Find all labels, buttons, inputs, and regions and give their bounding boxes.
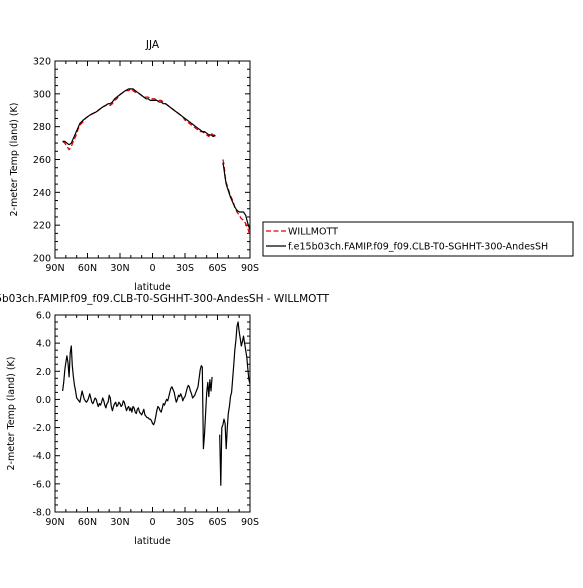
x-tick-label: 60N bbox=[78, 517, 97, 528]
y-tick-label: 220 bbox=[33, 221, 51, 232]
y-tick-label: 240 bbox=[33, 188, 51, 199]
y-tick-label: 200 bbox=[33, 254, 51, 265]
y-tick-label: -6.0 bbox=[32, 479, 51, 490]
legend-label-model: f.e15b03ch.FAMIP.f09_f09.CLB-T0-SGHHT-30… bbox=[288, 242, 548, 253]
x-tick-label: 0 bbox=[149, 263, 155, 274]
x-axis-label: latitude bbox=[134, 536, 171, 547]
series-lines bbox=[62, 321, 251, 486]
willmott-series-line bbox=[62, 88, 216, 151]
x-tick-label: 90S bbox=[241, 517, 259, 528]
climatology-panel: JJA 90N 60N 30N 0 30S 60S 90S 200 220 240 260 280 30… bbox=[9, 39, 259, 293]
y-tick-label: -2.0 bbox=[32, 423, 51, 434]
y-tick-label: 320 bbox=[33, 57, 51, 68]
x-axis-label: latitude bbox=[134, 282, 171, 293]
axis-ticks: 90N 60N 30N 0 30S 60S 90S 200 220 240 260 280 300 320 bbox=[33, 57, 259, 275]
willmott-series-line bbox=[222, 159, 251, 236]
y-tick-label: -8.0 bbox=[32, 508, 51, 519]
y-tick-label: 4.0 bbox=[36, 339, 51, 350]
axis-ticks: 90N 60N 30N 0 30S 60S 90S -8.0 -6.0 -4.0 -2.0 0.0 2.… bbox=[32, 311, 259, 529]
y-tick-label: 300 bbox=[33, 89, 51, 100]
y-tick-label: 0.0 bbox=[36, 395, 51, 406]
x-tick-label: 90N bbox=[45, 517, 64, 528]
y-tick-label: 260 bbox=[33, 155, 51, 166]
x-tick-label: 60N bbox=[78, 263, 97, 274]
x-tick-label: 90S bbox=[241, 263, 259, 274]
y-axis-label: 2-meter Temp (land) (K) bbox=[6, 357, 17, 471]
chart-title: f.e15b03ch.FAMIP.f09_f09.CLB-T0-SGHHT-30… bbox=[0, 293, 330, 305]
legend-label-willmott: WILLMOTT bbox=[288, 227, 338, 238]
y-tick-label: -4.0 bbox=[32, 451, 51, 462]
model-series-line bbox=[219, 321, 251, 486]
x-tick-label: 60S bbox=[208, 517, 226, 528]
x-tick-label: 60S bbox=[208, 263, 226, 274]
y-tick-label: 2.0 bbox=[36, 367, 51, 378]
plot-frame bbox=[54, 60, 251, 259]
x-tick-label: 0 bbox=[149, 517, 155, 528]
legend-box bbox=[262, 221, 574, 257]
model-series-line bbox=[222, 162, 251, 231]
y-axis-label: 2-meter Temp (land) (K) bbox=[9, 103, 20, 217]
y-tick-label: 280 bbox=[33, 122, 51, 133]
x-tick-label: 30S bbox=[176, 517, 194, 528]
model-series-line bbox=[62, 345, 213, 450]
chart-title: JJA bbox=[145, 39, 160, 51]
x-tick-label: 90N bbox=[45, 263, 64, 274]
series-lines bbox=[62, 88, 251, 236]
x-tick-label: 30S bbox=[176, 263, 194, 274]
x-tick-label: 30N bbox=[110, 263, 129, 274]
x-tick-label: 30N bbox=[110, 517, 129, 528]
difference-panel: f.e15b03ch.FAMIP.f09_f09.CLB-T0-SGHHT-30… bbox=[0, 293, 330, 547]
y-tick-label: 6.0 bbox=[36, 311, 51, 322]
legend: WILLMOTT f.e15b03ch.FAMIP.f09_f09.CLB-T0… bbox=[262, 221, 574, 257]
model-series-line bbox=[62, 88, 216, 146]
